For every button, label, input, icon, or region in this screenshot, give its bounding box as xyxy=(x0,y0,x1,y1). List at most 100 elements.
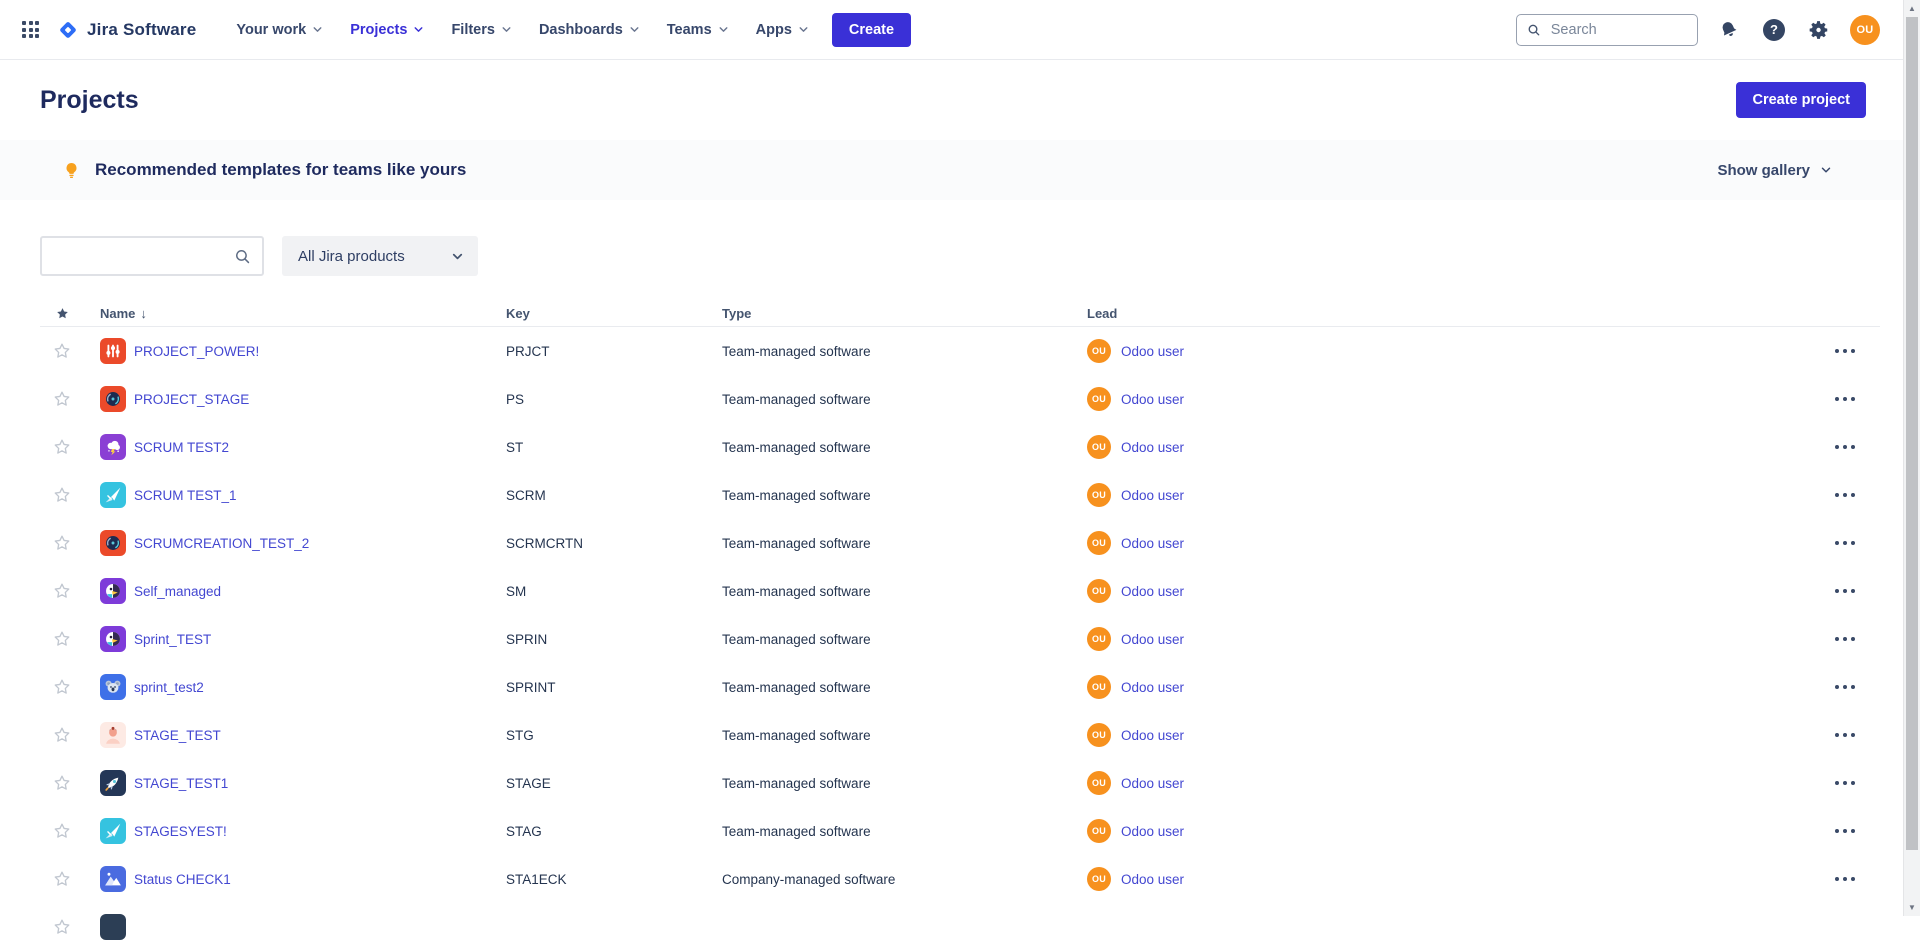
star-toggle[interactable] xyxy=(40,533,84,553)
lead-column-header[interactable]: Lead xyxy=(1087,305,1118,321)
project-name-link[interactable]: Self_managed xyxy=(134,583,222,599)
lead-link[interactable]: Odoo user xyxy=(1121,727,1185,743)
star-toggle[interactable] xyxy=(40,629,84,649)
lead-link[interactable]: Odoo user xyxy=(1121,871,1185,887)
project-type: Team-managed software xyxy=(722,343,871,359)
star-icon xyxy=(52,773,72,793)
star-toggle[interactable] xyxy=(40,437,84,457)
global-search-input[interactable] xyxy=(1548,20,1687,39)
project-name-link[interactable]: STAGE_TEST1 xyxy=(134,775,229,791)
help-button[interactable]: ? xyxy=(1760,16,1788,44)
lead-link[interactable]: Odoo user xyxy=(1121,535,1185,551)
scroll-up-button[interactable]: ▲ xyxy=(1908,4,1916,13)
lead-link[interactable]: Odoo user xyxy=(1121,775,1185,791)
lead-link[interactable]: Odoo user xyxy=(1121,439,1185,455)
project-name-link[interactable]: STAGESYEST! xyxy=(134,823,227,839)
project-name-link[interactable]: PROJECT_STAGE xyxy=(134,391,250,407)
star-toggle[interactable] xyxy=(40,869,84,889)
nav-item-projects[interactable]: Projects xyxy=(340,14,435,46)
lead-link[interactable]: Odoo user xyxy=(1121,343,1185,359)
more-actions-button[interactable] xyxy=(1829,583,1862,600)
lead-avatar: OU xyxy=(1087,531,1111,555)
chevron-down-icon xyxy=(452,253,463,259)
more-actions-button[interactable] xyxy=(1829,823,1862,840)
lead-link[interactable]: Odoo user xyxy=(1121,823,1185,839)
sort-indicator: ↓ xyxy=(140,305,147,321)
star-toggle[interactable] xyxy=(40,917,84,937)
project-search-input[interactable] xyxy=(54,247,234,265)
star-toggle[interactable] xyxy=(40,341,84,361)
recommended-templates-banner: Recommended templates for teams like you… xyxy=(0,140,1920,200)
settings-button[interactable] xyxy=(1805,16,1833,44)
project-key: ST xyxy=(506,439,524,455)
chevron-down-icon xyxy=(630,27,639,32)
nav-item-filters[interactable]: Filters xyxy=(441,14,523,46)
star-toggle[interactable] xyxy=(40,821,84,841)
project-name-link[interactable]: PROJECT_POWER! xyxy=(134,343,260,359)
topnav-actions: ? OU xyxy=(1516,13,1880,46)
star-toggle[interactable] xyxy=(40,389,84,409)
page-scrollbar[interactable]: ▲ ▼ xyxy=(1903,0,1920,916)
project-key: STG xyxy=(506,727,534,743)
more-actions-button[interactable] xyxy=(1829,679,1862,696)
more-actions-button[interactable] xyxy=(1829,535,1862,552)
type-column-header[interactable]: Type xyxy=(722,305,752,321)
project-name-link[interactable]: STAGE_TEST xyxy=(134,727,221,743)
project-name-link[interactable]: sprint_test2 xyxy=(134,679,204,695)
project-key: PS xyxy=(506,391,525,407)
more-actions-button[interactable] xyxy=(1829,487,1862,504)
key-column-header[interactable]: Key xyxy=(506,305,530,321)
lead-link[interactable]: Odoo user xyxy=(1121,631,1185,647)
lead-link[interactable]: Odoo user xyxy=(1121,583,1185,599)
table-row: SCRUMCREATION_TEST_2 SCRMCRTN Team-managed… xyxy=(40,519,1880,567)
name-column-header[interactable]: Name ↓ xyxy=(100,305,147,321)
star-toggle[interactable] xyxy=(40,725,84,745)
project-name-link[interactable]: Status CHECK1 xyxy=(134,871,231,887)
jira-logo[interactable]: Jira Software xyxy=(57,19,196,41)
more-actions-button[interactable] xyxy=(1829,727,1862,744)
table-header: Name ↓ Key Type Lead xyxy=(40,300,1880,327)
global-search[interactable] xyxy=(1516,13,1698,46)
create-button[interactable]: Create xyxy=(831,12,912,47)
gear-icon xyxy=(1809,20,1828,39)
star-icon xyxy=(52,917,72,937)
app-switcher-icon[interactable] xyxy=(18,17,43,42)
notifications-button[interactable] xyxy=(1715,16,1743,44)
lead-link[interactable]: Odoo user xyxy=(1121,487,1185,503)
table-row: STAGESYEST! STAG Team-managed software OU Od… xyxy=(40,807,1880,855)
star-toggle[interactable] xyxy=(40,485,84,505)
more-actions-button[interactable] xyxy=(1829,391,1862,408)
more-actions-button[interactable] xyxy=(1829,631,1862,648)
more-actions-button[interactable] xyxy=(1829,775,1862,792)
scroll-down-button[interactable]: ▼ xyxy=(1908,903,1916,912)
lead-link[interactable]: Odoo user xyxy=(1121,679,1185,695)
project-name-link[interactable]: Sprint_TEST xyxy=(134,631,212,647)
nav-item-teams[interactable]: Teams xyxy=(657,14,740,46)
scrollbar-thumb[interactable] xyxy=(1906,17,1918,850)
project-type: Company-managed software xyxy=(722,871,896,887)
star-toggle[interactable] xyxy=(40,677,84,697)
more-actions-button[interactable] xyxy=(1829,871,1862,888)
project-name-link[interactable]: SCRUMCREATION_TEST_2 xyxy=(134,535,310,551)
nav-item-your-work[interactable]: Your work xyxy=(226,14,334,46)
lead-link[interactable]: Odoo user xyxy=(1121,391,1185,407)
project-name-link[interactable]: SCRUM TEST2 xyxy=(134,439,230,455)
product-filter-select[interactable]: All Jira products xyxy=(282,236,478,276)
favorite-column-header[interactable] xyxy=(40,306,84,321)
project-search[interactable] xyxy=(40,236,264,276)
more-actions-button[interactable] xyxy=(1829,439,1862,456)
parrot-icon xyxy=(100,626,126,652)
create-project-button[interactable]: Create project xyxy=(1736,82,1866,118)
disc-icon xyxy=(100,530,126,556)
nav-item-apps[interactable]: Apps xyxy=(746,14,820,46)
project-name-link[interactable]: SCRUM TEST_1 xyxy=(134,487,237,503)
nav-item-dashboards[interactable]: Dashboards xyxy=(529,14,651,46)
show-gallery-button[interactable]: Show gallery xyxy=(1717,162,1833,179)
page-header: Projects Create project xyxy=(0,60,1920,140)
more-actions-button[interactable] xyxy=(1829,343,1862,360)
user-avatar[interactable]: OU xyxy=(1850,14,1880,45)
rocket-icon xyxy=(100,770,126,796)
star-toggle[interactable] xyxy=(40,773,84,793)
table-row: sprint_test2 SPRINT Team-managed software O… xyxy=(40,663,1880,711)
star-toggle[interactable] xyxy=(40,581,84,601)
